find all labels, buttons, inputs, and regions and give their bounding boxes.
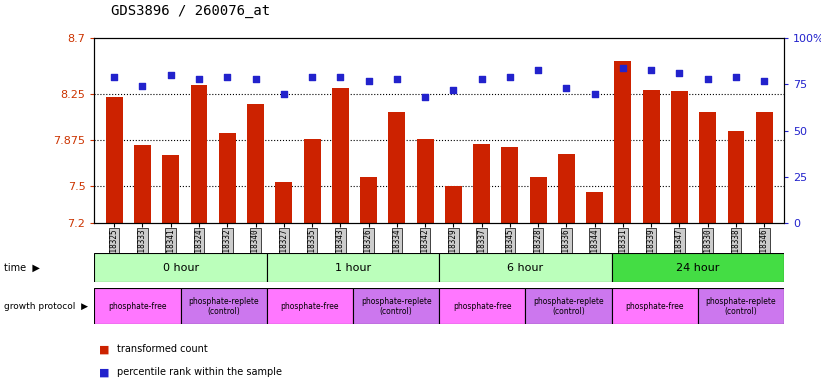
Text: phosphate-free: phosphate-free xyxy=(108,302,167,311)
Text: 1 hour: 1 hour xyxy=(335,263,371,273)
Text: time  ▶: time ▶ xyxy=(4,263,40,273)
Text: phosphate-replete
(control): phosphate-replete (control) xyxy=(188,296,259,316)
Point xyxy=(362,78,375,84)
Text: 6 hour: 6 hour xyxy=(507,263,544,273)
Bar xyxy=(698,288,784,324)
Bar xyxy=(304,139,320,223)
Bar xyxy=(134,145,151,223)
Point xyxy=(164,72,177,78)
Bar xyxy=(181,288,267,324)
Bar xyxy=(586,192,603,223)
Point xyxy=(305,74,319,80)
Bar xyxy=(163,155,179,223)
Text: transformed count: transformed count xyxy=(117,344,208,354)
Bar xyxy=(727,131,745,223)
Bar xyxy=(360,177,377,223)
Point xyxy=(729,74,742,80)
Bar xyxy=(388,112,406,223)
Bar xyxy=(267,253,439,282)
Point xyxy=(390,76,403,82)
Bar xyxy=(275,182,292,223)
Bar xyxy=(756,112,773,223)
Text: phosphate-free: phosphate-free xyxy=(281,302,339,311)
Text: ■: ■ xyxy=(99,344,109,354)
Bar xyxy=(218,133,236,223)
Text: ■: ■ xyxy=(99,367,109,377)
Point xyxy=(249,76,262,82)
Text: 0 hour: 0 hour xyxy=(163,263,199,273)
Bar xyxy=(643,90,660,223)
Point xyxy=(531,67,544,73)
Bar xyxy=(671,91,688,223)
Point xyxy=(644,67,658,73)
Bar xyxy=(106,98,122,223)
Bar xyxy=(439,288,525,324)
Bar xyxy=(247,104,264,223)
Text: phosphate-replete
(control): phosphate-replete (control) xyxy=(360,296,432,316)
Bar xyxy=(439,253,612,282)
Bar xyxy=(473,144,490,223)
Point xyxy=(419,94,432,101)
Point xyxy=(588,91,601,97)
Bar xyxy=(190,85,208,223)
Text: phosphate-free: phosphate-free xyxy=(626,302,684,311)
Point xyxy=(673,70,686,76)
Bar xyxy=(612,288,698,324)
Point xyxy=(192,76,205,82)
Point xyxy=(221,74,234,80)
Point xyxy=(617,65,630,71)
Text: growth protocol  ▶: growth protocol ▶ xyxy=(4,302,88,311)
Bar xyxy=(94,288,181,324)
Bar xyxy=(614,61,631,223)
Bar xyxy=(94,253,267,282)
Text: GDS3896 / 260076_at: GDS3896 / 260076_at xyxy=(111,4,270,18)
Text: percentile rank within the sample: percentile rank within the sample xyxy=(117,367,282,377)
Point xyxy=(758,78,771,84)
Bar xyxy=(699,112,716,223)
Point xyxy=(475,76,488,82)
Text: phosphate-replete
(control): phosphate-replete (control) xyxy=(533,296,604,316)
Point xyxy=(701,76,714,82)
Point xyxy=(334,74,347,80)
Bar xyxy=(502,147,518,223)
Bar xyxy=(353,288,439,324)
Point xyxy=(108,74,121,80)
Bar xyxy=(558,154,575,223)
Bar xyxy=(416,139,433,223)
Point xyxy=(277,91,291,97)
Text: phosphate-replete
(control): phosphate-replete (control) xyxy=(705,296,777,316)
Bar xyxy=(612,253,784,282)
Bar xyxy=(445,186,462,223)
Point xyxy=(447,87,460,93)
Point xyxy=(503,74,516,80)
Point xyxy=(560,85,573,91)
Text: phosphate-free: phosphate-free xyxy=(453,302,511,311)
Bar xyxy=(530,177,547,223)
Bar xyxy=(267,288,353,324)
Bar xyxy=(525,288,612,324)
Point xyxy=(136,83,149,89)
Text: 24 hour: 24 hour xyxy=(677,263,719,273)
Bar xyxy=(332,88,349,223)
